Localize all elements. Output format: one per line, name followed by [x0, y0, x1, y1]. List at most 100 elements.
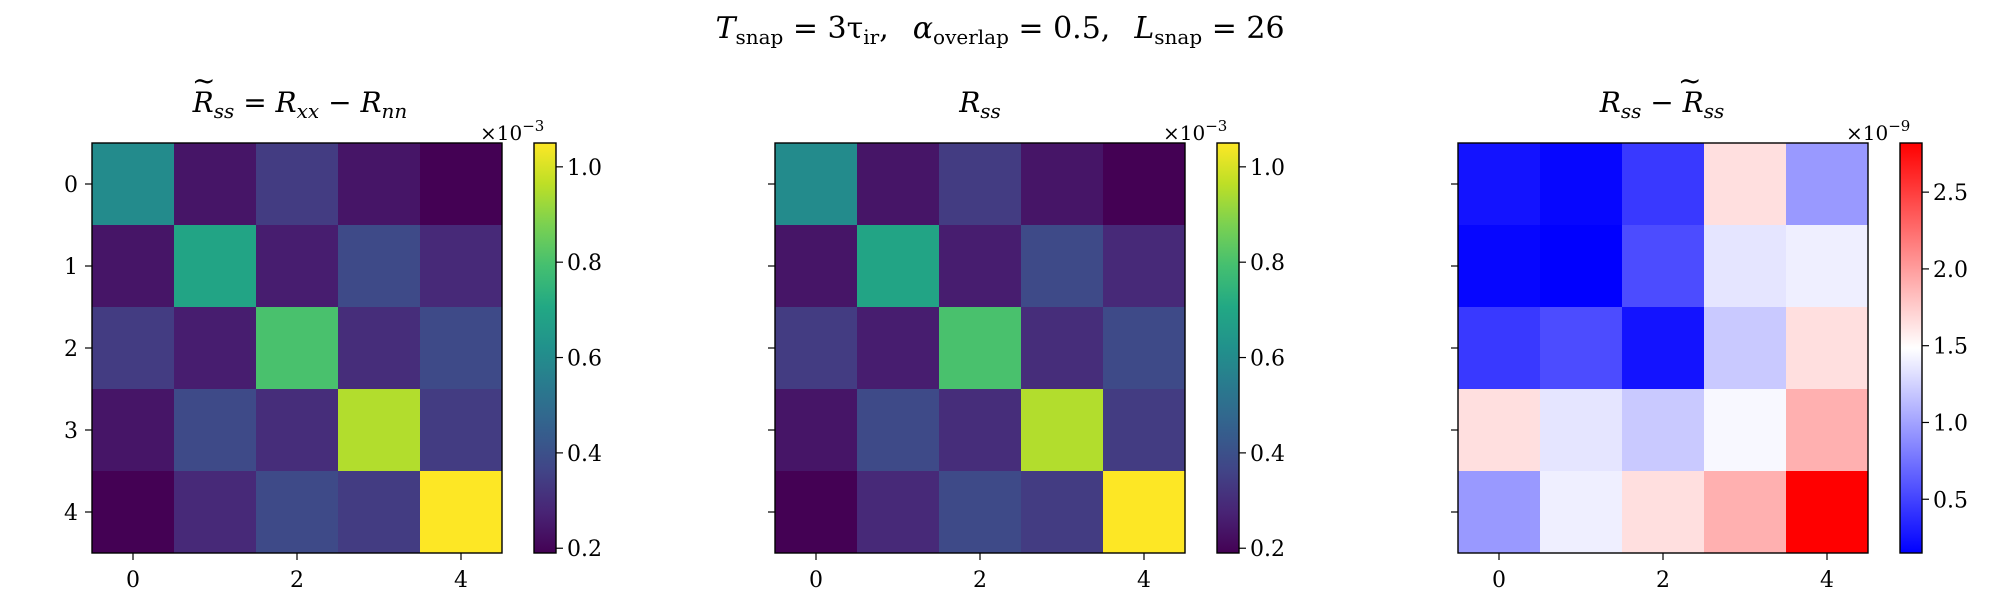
- suptitle-l-sub: snap: [1154, 25, 1202, 49]
- heatmap-cell-0-2: [1622, 143, 1705, 226]
- heatmap-cell-4-2: [256, 471, 339, 554]
- heatmap-cell-0-0: [775, 143, 858, 226]
- x-tick-label-2: 4: [454, 568, 468, 593]
- heatmap-cell-3-3: [1704, 389, 1787, 472]
- x-tick-label-1: 2: [290, 568, 304, 593]
- panel-1-title-sub: ss: [214, 99, 235, 123]
- suptitle-t-rhs: = 3τ: [783, 11, 863, 46]
- colorbar-frame: [533, 142, 557, 554]
- heatmap-cell-3-4: [1786, 389, 1869, 472]
- heatmap-cell-0-2: [939, 143, 1022, 226]
- panel-2-colorbar-scale-base: ×10: [1163, 121, 1205, 145]
- colorbar-tick-label-1: 0.4: [567, 442, 602, 467]
- panel-2-title-base: R: [958, 86, 980, 119]
- heatmap-cell-4-1: [857, 471, 940, 554]
- heatmap-cell-0-4: [1786, 143, 1869, 226]
- y-tick-label-4: 4: [64, 501, 78, 526]
- y-tick-label-1: 1: [64, 255, 78, 280]
- x-tick-label-0: 0: [1492, 568, 1506, 593]
- panel-2: Rss 0 2 4 0.2 0.4 0.6 0.8 1.0 ×10−3: [768, 86, 1285, 593]
- heatmap-cell-1-1: [174, 225, 257, 308]
- heatmap-cell-4-0: [1458, 471, 1541, 554]
- colorbar-tick-label-3: 0.8: [1250, 251, 1285, 276]
- heatmap-cell-0-4: [1103, 143, 1186, 226]
- heatmap-cell-1-4: [420, 225, 503, 308]
- colorbar-tick-label-0: 0.2: [567, 537, 602, 562]
- heatmap-cell-0-4: [420, 143, 503, 226]
- heatmap-cell-4-2: [1622, 471, 1705, 554]
- heatmap-cell-3-3: [1021, 389, 1104, 472]
- colorbar-tick-label-4: 1.0: [567, 156, 602, 181]
- heatmap-cell-2-0: [1458, 307, 1541, 390]
- heatmap-cell-2-2: [256, 307, 339, 390]
- x-tick-label-1: 2: [1656, 568, 1670, 593]
- colorbar-tick-label-1: 0.4: [1250, 442, 1285, 467]
- heatmap-cell-3-2: [1622, 389, 1705, 472]
- heatmap-cell-4-0: [92, 471, 175, 554]
- heatmap-cell-4-0: [775, 471, 858, 554]
- panel-3-y-ticks: [1451, 183, 1458, 513]
- heatmap-cell-4-4: [420, 471, 503, 554]
- heatmap-cell-1-0: [92, 225, 175, 308]
- panel-1-title-base: R: [192, 86, 214, 119]
- x-tick-label-1: 2: [973, 568, 987, 593]
- heatmap-cell-4-1: [174, 471, 257, 554]
- suptitle-a-symbol: α: [913, 11, 933, 46]
- panel-1-title-eq: = R: [234, 86, 296, 119]
- panel-1-x-ticks: 0 2 4: [126, 553, 468, 593]
- heatmap-cell-1-3: [338, 225, 421, 308]
- heatmap-cell-2-1: [1540, 307, 1623, 390]
- colorbar-tick-label-4: 1.0: [1250, 156, 1285, 181]
- panel-1-title-sub3: nn: [382, 99, 408, 123]
- suptitle-a-rhs: = 0.5,: [1009, 11, 1110, 46]
- heatmap-cell-3-4: [1103, 389, 1186, 472]
- heatmap-cell-0-1: [857, 143, 940, 226]
- x-tick-label-0: 0: [126, 568, 140, 593]
- heatmap-cell-3-1: [857, 389, 940, 472]
- x-tick-label-2: 4: [1137, 568, 1151, 593]
- colorbar-fill: [1217, 143, 1239, 553]
- suptitle-t-symbol: T: [715, 11, 737, 46]
- suptitle-l-rhs: = 26: [1202, 11, 1284, 46]
- panel-1-colorbar-scale: ×10−3: [480, 117, 544, 145]
- heatmap-cell-0-0: [1458, 143, 1541, 226]
- heatmap-cell-2-1: [174, 307, 257, 390]
- suptitle-l-symbol: L: [1133, 11, 1154, 46]
- panel-3-title: Rss − Rss: [1599, 86, 1725, 123]
- panel-1-title-sub2: xx: [297, 99, 320, 123]
- suptitle-a-sub: overlap: [933, 25, 1009, 49]
- panel-2-colorbar-scale: ×10−3: [1163, 117, 1227, 145]
- panel-3-title-sub2: ss: [1704, 99, 1725, 123]
- heatmap-cell-1-2: [1622, 225, 1705, 308]
- panel-2-colorbar-scale-exp: −3: [1205, 117, 1227, 135]
- heatmap-cell-1-1: [857, 225, 940, 308]
- heatmap-cell-2-2: [939, 307, 1022, 390]
- panel-2-x-ticks: 0 2 4: [809, 553, 1151, 593]
- heatmap-cell-3-2: [256, 389, 339, 472]
- heatmap-cell-4-3: [1021, 471, 1104, 554]
- colorbar-tick-label-2: 0.6: [567, 347, 602, 372]
- y-tick-label-3: 3: [64, 419, 78, 444]
- heatmap-cell-1-0: [1458, 225, 1541, 308]
- heatmap-cell-2-4: [420, 307, 503, 390]
- colorbar-fill: [534, 143, 556, 553]
- panel-2-title-sub: ss: [980, 99, 1001, 123]
- colorbar-tick-label-3: 2.0: [1933, 258, 1968, 283]
- panel-3-title-base: R: [1599, 86, 1621, 119]
- heatmap-cell-1-2: [939, 225, 1022, 308]
- colorbar-tick-label-0: 0.2: [1250, 537, 1285, 562]
- heatmap-cell-0-3: [1704, 143, 1787, 226]
- heatmap-cell-2-2: [1622, 307, 1705, 390]
- colorbar-frame: [1899, 142, 1923, 554]
- panel-3-cells: [1458, 143, 1869, 554]
- heatmap-cell-3-0: [1458, 389, 1541, 472]
- heatmap-cell-3-0: [92, 389, 175, 472]
- panel-3-colorbar-scale-exp: −9: [1888, 117, 1910, 135]
- panel-3: Rss − Rss ~ 0 2 4 0.5 1.0 1.5 2.0 2.5 ×10−9: [1451, 64, 1968, 593]
- y-tick-label-0: 0: [64, 173, 78, 198]
- panel-1-title-minus: − R: [319, 86, 381, 119]
- panel-3-x-ticks: 0 2 4: [1492, 553, 1834, 593]
- heatmap-cell-0-1: [174, 143, 257, 226]
- heatmap-cell-1-3: [1021, 225, 1104, 308]
- heatmap-cell-2-0: [92, 307, 175, 390]
